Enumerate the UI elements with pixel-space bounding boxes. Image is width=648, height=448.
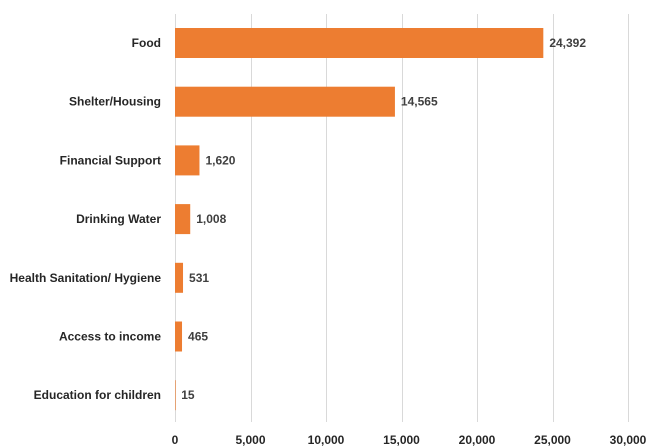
category-label: Shelter/Housing	[69, 95, 161, 109]
data-label: 465	[188, 330, 208, 344]
category-label: Education for children	[34, 388, 161, 402]
x-tick-label: 5,000	[235, 433, 265, 447]
category-label: Financial Support	[60, 153, 161, 167]
bar	[175, 380, 176, 411]
data-label: 1,008	[196, 212, 226, 226]
bar	[175, 321, 183, 352]
data-label: 531	[189, 271, 209, 285]
bar	[175, 28, 544, 58]
bars	[175, 28, 544, 411]
x-tick-label: 20,000	[459, 433, 496, 447]
data-label: 1,620	[205, 153, 235, 167]
x-axis-tick-labels: 0 5,000 10,000 15,000 20,000 25,000 30,000	[172, 433, 647, 447]
x-tick-label: 30,000	[610, 433, 647, 447]
x-tick-label: 10,000	[308, 433, 345, 447]
x-tick-label: 0	[172, 433, 179, 447]
category-label: Access to income	[59, 330, 161, 344]
data-label: 15	[181, 388, 195, 402]
category-label: Health Sanitation/ Hygiene	[10, 271, 162, 285]
data-label: 24,392	[549, 36, 586, 50]
value-labels: 24,392 14,565 1,620 1,008 531 465 15	[181, 36, 586, 402]
grid-lines	[175, 14, 629, 422]
category-label: Food	[132, 36, 161, 50]
x-tick-label: 15,000	[383, 433, 420, 447]
bar	[175, 86, 395, 117]
category-labels: Food Shelter/Housing Financial Support Drin…	[10, 36, 162, 402]
bar	[175, 204, 191, 235]
category-label: Drinking Water	[76, 212, 161, 226]
data-label: 14,565	[401, 95, 438, 109]
bar	[175, 145, 200, 176]
x-tick-label: 25,000	[534, 433, 571, 447]
bar	[175, 262, 184, 293]
